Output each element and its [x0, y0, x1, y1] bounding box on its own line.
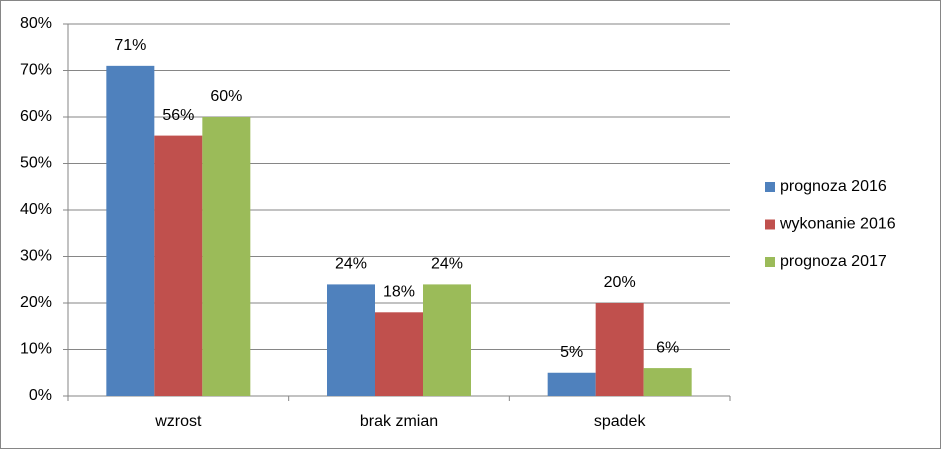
bar	[423, 284, 471, 396]
data-label: 18%	[383, 284, 415, 301]
bar	[375, 312, 423, 396]
x-tick-label: spadek	[594, 413, 647, 430]
y-tick-label: 10%	[20, 341, 52, 358]
data-label: 56%	[162, 107, 194, 124]
legend-label: prognoza 2017	[780, 253, 887, 270]
y-tick-label: 40%	[20, 201, 52, 218]
bar	[202, 117, 251, 396]
data-label: 24%	[335, 256, 367, 273]
bar	[643, 368, 692, 396]
bar	[106, 65, 155, 396]
data-label: 20%	[604, 274, 636, 291]
x-tick-label: wzrost	[154, 413, 202, 430]
y-tick-label: 70%	[20, 62, 52, 79]
legend-label: wykonanie 2016	[779, 216, 896, 233]
data-label: 5%	[560, 344, 583, 361]
legend-label: prognoza 2016	[780, 178, 887, 195]
legend-swatch	[765, 219, 775, 230]
y-tick-label: 60%	[20, 108, 52, 125]
x-tick-label: brak zmian	[360, 413, 438, 430]
bar	[154, 135, 203, 396]
y-tick-label: 20%	[20, 294, 52, 311]
data-label: 24%	[431, 256, 463, 273]
data-label: 60%	[210, 88, 242, 105]
y-tick-label: 50%	[20, 155, 52, 172]
y-tick-label: 30%	[20, 248, 52, 265]
bar	[327, 284, 375, 396]
bar	[547, 372, 596, 396]
data-label: 6%	[656, 339, 679, 356]
y-tick-label: 0%	[29, 387, 52, 404]
y-tick-label: 80%	[20, 15, 52, 32]
data-label: 71%	[114, 37, 146, 54]
legend-swatch	[765, 182, 775, 192]
bar	[595, 303, 644, 396]
legend-swatch	[765, 257, 775, 267]
